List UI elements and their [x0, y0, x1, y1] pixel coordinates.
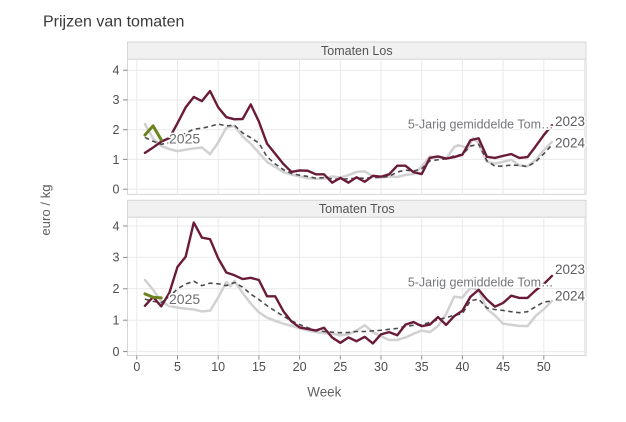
svg-text:Week: Week — [307, 384, 341, 399]
svg-text:5-Jarig gemiddelde Tom…: 5-Jarig gemiddelde Tom… — [408, 117, 554, 131]
svg-text:35: 35 — [415, 360, 429, 374]
svg-text:50: 50 — [537, 360, 551, 374]
svg-text:3: 3 — [113, 251, 120, 265]
svg-text:10: 10 — [211, 360, 225, 374]
svg-text:1: 1 — [113, 314, 120, 328]
svg-text:0: 0 — [113, 183, 120, 197]
svg-text:Prijzen van tomaten: Prijzen van tomaten — [43, 14, 184, 31]
svg-text:20: 20 — [293, 360, 307, 374]
svg-text:25: 25 — [333, 360, 347, 374]
svg-text:4: 4 — [113, 64, 120, 78]
svg-text:Tomaten Tros: Tomaten Tros — [319, 202, 395, 216]
svg-text:0: 0 — [113, 345, 120, 359]
svg-text:3: 3 — [113, 93, 120, 107]
svg-text:2: 2 — [113, 123, 120, 137]
svg-text:2024: 2024 — [555, 136, 586, 151]
svg-text:2025: 2025 — [169, 291, 200, 307]
svg-text:45: 45 — [496, 360, 510, 374]
svg-text:2023: 2023 — [555, 114, 585, 129]
svg-text:2023: 2023 — [555, 262, 585, 277]
svg-text:2024: 2024 — [555, 288, 586, 303]
svg-text:30: 30 — [374, 360, 388, 374]
svg-text:euro / kg: euro / kg — [38, 184, 53, 235]
svg-text:2025: 2025 — [169, 130, 200, 146]
svg-text:5-Jarig gemiddelde Tom…: 5-Jarig gemiddelde Tom… — [408, 276, 554, 290]
svg-text:0: 0 — [133, 360, 140, 374]
svg-text:1: 1 — [113, 153, 120, 167]
svg-text:15: 15 — [252, 360, 266, 374]
svg-text:40: 40 — [455, 360, 469, 374]
svg-text:Tomaten Los: Tomaten Los — [321, 44, 393, 58]
svg-text:2: 2 — [113, 282, 120, 296]
svg-text:4: 4 — [113, 219, 120, 233]
svg-text:5: 5 — [174, 360, 181, 374]
